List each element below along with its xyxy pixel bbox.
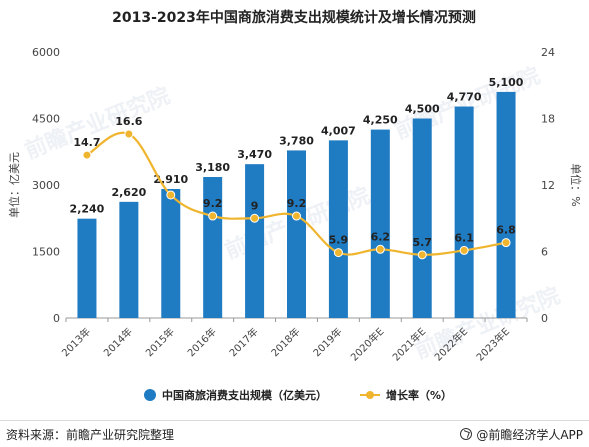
- y2-tick-label: 12: [541, 179, 555, 192]
- brand: @前瞻经济学人APP: [460, 426, 583, 443]
- chart-title: 2013-2023年中国商旅消费支出规模统计及增长情况预测: [112, 9, 476, 26]
- bar: [287, 150, 306, 318]
- brand-logo-icon: [460, 428, 473, 440]
- y-tick-label: 1500: [32, 246, 60, 259]
- bar: [412, 118, 432, 318]
- bar-value-label: 3,780: [279, 134, 314, 147]
- bar: [496, 91, 516, 319]
- bar-value-label: 4,250: [363, 114, 398, 127]
- growth-rate-label: 6.8: [496, 224, 516, 237]
- growth-rate-point: [501, 238, 511, 248]
- growth-rate-point: [333, 248, 343, 258]
- legend-line-marker: [366, 391, 374, 399]
- growth-rate-label: 14.7: [73, 136, 100, 149]
- bar: [454, 106, 474, 318]
- bar-value-label: 3,470: [237, 148, 272, 161]
- bar: [203, 177, 223, 318]
- growth-rate-point: [292, 211, 301, 221]
- legend-bar-swatch: [144, 389, 156, 401]
- source-note: 资料来源：前瞻产业研究院整理: [6, 427, 175, 442]
- x-tick-label: 2013年: [59, 325, 93, 359]
- x-tick-label: 2016年: [185, 325, 219, 359]
- y2-tick-label: 0: [541, 312, 548, 325]
- growth-rate-point: [82, 150, 92, 160]
- x-tick-label: 2019年: [310, 325, 344, 359]
- bar-value-label: 4,770: [447, 91, 482, 104]
- bar-value-label: 5,100: [489, 76, 524, 89]
- y2-tick-label: 6: [541, 246, 548, 259]
- x-tick-label: 2017年: [226, 325, 260, 359]
- growth-rate-label: 9.2: [203, 197, 223, 210]
- x-tick-label: 2014年: [101, 325, 135, 359]
- growth-rate-label: 9.2: [287, 197, 307, 210]
- growth-rate-label: 6.1: [454, 231, 474, 244]
- growth-rate-point: [166, 190, 176, 200]
- growth-rate-point: [459, 245, 469, 255]
- growth-rate-label: 6.2: [371, 230, 391, 243]
- x-tick-label: 2015年: [143, 325, 177, 359]
- growth-rate-label: 9: [251, 199, 259, 212]
- growth-rate-label: 5.7: [412, 236, 432, 249]
- chart: 前瞻产业研究院前瞻产业研究院前瞻产业研究院前瞻产业研究院2013-2023年中国…: [7, 9, 583, 402]
- legend-bar-label: 中国商旅消费支出规模（亿美元）: [162, 388, 327, 402]
- growth-rate-label: 5.9: [329, 234, 349, 247]
- bar-value-label: 2,620: [111, 186, 146, 199]
- growth-rate-label: 16.6: [115, 115, 142, 128]
- x-tick-label: 2018年: [268, 325, 302, 359]
- bar-value-label: 2,240: [70, 203, 105, 216]
- y-tick-label: 6000: [32, 46, 60, 59]
- growth-rate-point: [417, 250, 427, 260]
- y-tick-label: 4500: [32, 113, 60, 126]
- growth-rate-point: [124, 129, 134, 139]
- bar: [370, 129, 390, 318]
- legend-line-label: 增长率（%）: [386, 388, 452, 402]
- growth-rate-point: [375, 244, 385, 254]
- y-axis-label: 单位：亿美元: [7, 152, 21, 218]
- bar: [161, 188, 181, 318]
- bar-value-label: 3,180: [195, 161, 230, 174]
- bar-value-label: 4,500: [405, 103, 440, 116]
- y2-tick-label: 24: [541, 46, 555, 59]
- growth-rate-point: [250, 213, 260, 223]
- footer: 资料来源：前瞻产业研究院整理 @前瞻经济学人APP: [0, 420, 589, 447]
- growth-rate-point: [208, 211, 218, 221]
- bar: [245, 164, 265, 318]
- brand-name: @前瞻经济学人APP: [476, 427, 583, 442]
- bar-value-label: 4,007: [321, 124, 356, 137]
- y2-tick-label: 18: [541, 113, 555, 126]
- y2-axis-label: 单位：%: [569, 163, 583, 206]
- bar: [328, 140, 348, 318]
- bar: [77, 218, 97, 318]
- y-tick-label: 3000: [32, 179, 60, 192]
- y-tick-label: 0: [53, 312, 60, 325]
- x-tick-label: 2020年E: [348, 325, 387, 364]
- bar: [119, 201, 139, 318]
